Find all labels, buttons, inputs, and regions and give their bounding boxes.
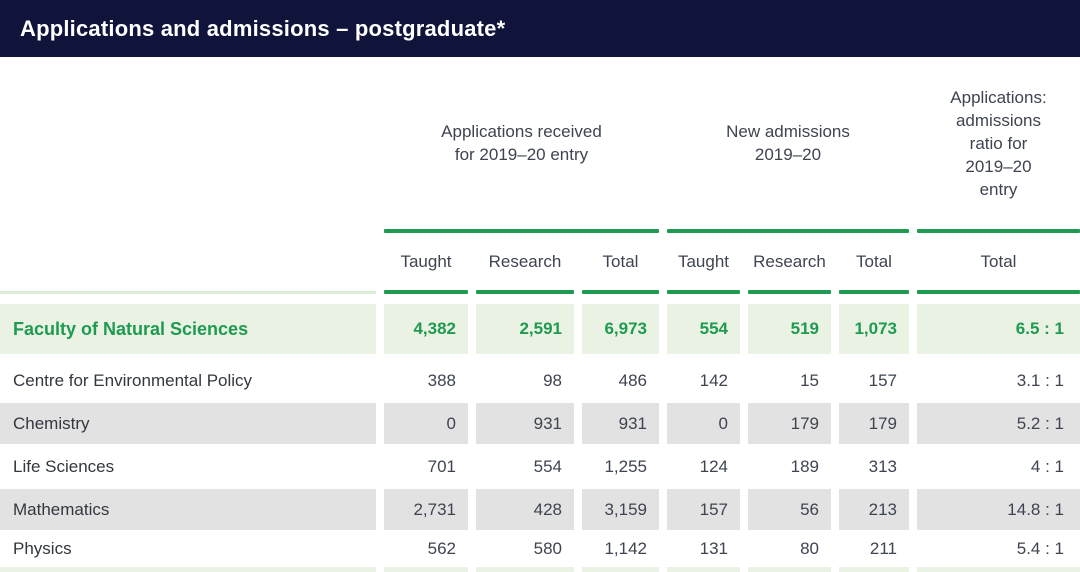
green-rule (917, 229, 1080, 233)
row-label: Faculty of Natural Sciences (0, 304, 376, 354)
cell-total-admissions: 213 (839, 489, 909, 530)
cell-taught-applications: 562 (427, 538, 456, 558)
green-rule (748, 290, 831, 294)
column-header-research-admissions: Research (753, 251, 826, 271)
cell-taught-applications: 701 (427, 456, 456, 476)
row-label: Chemistry (0, 403, 376, 444)
cell-applications-admissions-ratio: 4 : 1 (1030, 456, 1064, 476)
cell-research-admissions: 80 (800, 538, 819, 558)
column-header-row: Taught Research Total Taught Research To… (0, 233, 1080, 290)
cell-taught-admissions: 131 (699, 538, 728, 558)
green-rule (384, 229, 659, 233)
row-label: Life Sciences (13, 456, 115, 476)
column-header-total-ratio: Total (980, 251, 1017, 271)
column-header-taught-admissions: Taught (677, 251, 730, 271)
cell-taught-applications: 2,731 (384, 489, 468, 530)
table-row: Physics 562 580 1,142 131 80 211 5.4 : 1 (0, 532, 1080, 565)
green-rule (667, 290, 740, 294)
cell-research-applications: 931 (476, 403, 574, 444)
cell-applications-admissions-ratio: 14.8 : 1 (917, 489, 1080, 530)
cell-taught-applications: 388 (427, 370, 456, 390)
cell-research-applications: 98 (543, 370, 562, 390)
cell-taught-applications: 0 (384, 403, 468, 444)
cell-total-applications: 1,255 (604, 456, 647, 476)
table-row: Chemistry 0 931 931 0 179 179 5.2 : 1 (0, 403, 1080, 444)
table-row: Centre for Environmental Policy 388 98 4… (0, 360, 1080, 401)
table-row: Life Sciences 701 554 1,255 124 189 313 … (0, 446, 1080, 487)
cell-total-admissions: 157 (868, 370, 897, 390)
cell-applications-admissions-ratio: 5.2 : 1 (917, 403, 1080, 444)
cell-research-applications: 580 (533, 538, 562, 558)
cell-applications-admissions-ratio: 5.4 : 1 (1016, 538, 1064, 558)
cell-total-admissions: 211 (869, 538, 897, 558)
cell-total-applications: 1,142 (604, 538, 647, 558)
cell-research-admissions: 15 (800, 370, 819, 390)
cell-research-applications: 428 (476, 489, 574, 530)
group-header-applications-received: Applications received for 2019–20 entry (441, 122, 602, 164)
cell-taught-admissions: 554 (667, 304, 740, 354)
cell-applications-admissions-ratio: 6.5 : 1 (917, 304, 1080, 354)
cell-total-admissions: 179 (839, 403, 909, 444)
table-row-faculty-total: Faculty of Natural Sciences 4,382 2,591 … (0, 304, 1080, 354)
column-header-research-applications: Research (488, 251, 562, 271)
column-group-header-row: Applications received for 2019–20 entry … (0, 57, 1080, 229)
column-header-taught-applications: Taught (400, 251, 452, 271)
cell-total-admissions: 313 (868, 456, 897, 476)
row-label: Centre for Environmental Policy (13, 370, 253, 390)
row-label: Physics (13, 538, 72, 558)
cell-taught-admissions: 142 (699, 370, 728, 390)
next-row-cutoff-sliver (0, 567, 1080, 572)
green-rule (917, 290, 1080, 294)
green-rule (476, 290, 574, 294)
cell-taught-admissions: 124 (699, 456, 728, 476)
column-header-total-admissions: Total (856, 251, 892, 271)
row-label: Mathematics (0, 489, 376, 530)
cell-applications-admissions-ratio: 3.1 : 1 (1016, 370, 1064, 390)
light-green-rule (0, 290, 376, 294)
cell-research-applications: 2,591 (476, 304, 574, 354)
bottom-rule-row (0, 290, 1080, 294)
cell-total-applications: 3,159 (582, 489, 659, 530)
group-header-new-admissions: New admissions 2019–20 (726, 122, 850, 164)
cell-research-admissions: 519 (748, 304, 831, 354)
cell-research-admissions: 189 (790, 456, 819, 476)
cell-total-applications: 931 (582, 403, 659, 444)
cell-total-applications: 6,973 (582, 304, 659, 354)
green-rule (384, 290, 468, 294)
group-header-applications-admissions-ratio: Applications: admissions ratio for 2019–… (950, 87, 1047, 199)
green-rule (667, 229, 909, 233)
cell-research-admissions: 56 (748, 489, 831, 530)
page-title: Applications and admissions – postgradua… (20, 15, 506, 41)
green-rule (582, 290, 659, 294)
cell-taught-applications: 4,382 (384, 304, 468, 354)
green-rule (839, 290, 909, 294)
cell-research-applications: 554 (533, 456, 562, 476)
row-label-column-spacer (0, 233, 376, 290)
cell-research-admissions: 179 (748, 403, 831, 444)
cell-total-admissions: 1,073 (839, 304, 909, 354)
cell-total-applications: 486 (618, 370, 647, 390)
title-bar: Applications and admissions – postgradua… (0, 0, 1080, 57)
table-row: Mathematics 2,731 428 3,159 157 56 213 1… (0, 489, 1080, 530)
cell-taught-admissions: 157 (667, 489, 740, 530)
cell-taught-admissions: 0 (667, 403, 740, 444)
column-header-total-applications: Total (602, 251, 639, 271)
top-rule-row (0, 229, 1080, 233)
